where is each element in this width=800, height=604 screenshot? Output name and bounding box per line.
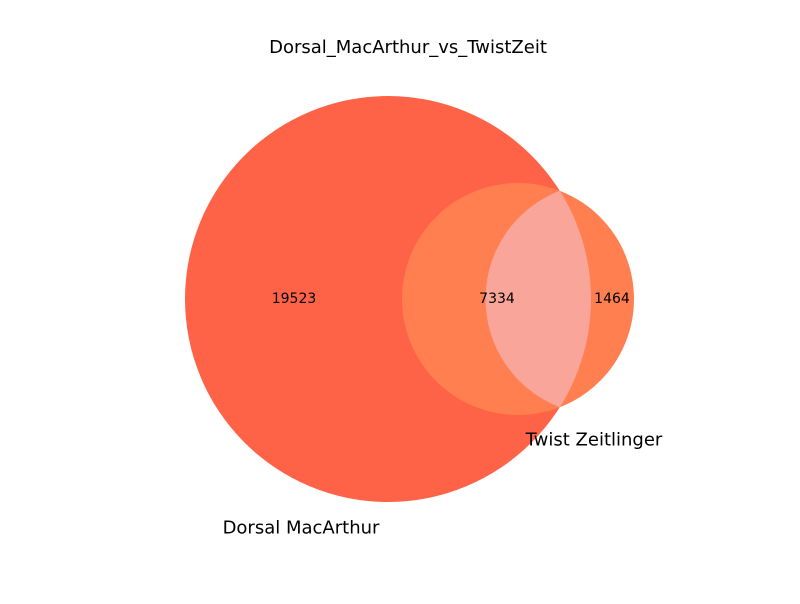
set-a-label: Dorsal MacArthur [223, 518, 380, 539]
intersection-region [485, 190, 591, 408]
region-label-only-a: 19523 [272, 291, 317, 307]
chart-title: Dorsal_MacArthur_vs_TwistZeit [269, 37, 547, 58]
region-label-intersection: 7334 [479, 291, 515, 307]
venn-marks: 19523 7334 1464 Dorsal MacArthur Twist Zeitl… [185, 96, 663, 539]
region-label-only-b: 1464 [594, 291, 630, 307]
set-b-label: Twist Zeitlinger [525, 430, 663, 451]
